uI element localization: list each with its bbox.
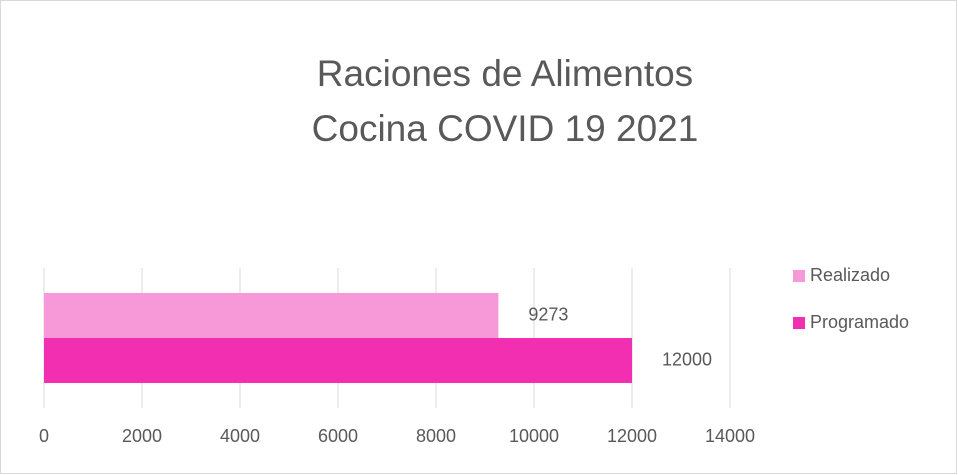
x-tick-label: 6000 <box>318 426 358 446</box>
x-tick-label: 2000 <box>122 426 162 446</box>
legend-swatch <box>793 317 805 329</box>
data-label: 9273 <box>528 304 568 324</box>
x-tick-label: 8000 <box>416 426 456 446</box>
x-tick-label: 10000 <box>509 426 559 446</box>
chart-title: Raciones de Alimentos <box>317 53 693 94</box>
bar <box>44 338 632 383</box>
data-label: 12000 <box>662 349 712 369</box>
x-tick-label: 12000 <box>607 426 657 446</box>
legend-label: Realizado <box>810 265 890 285</box>
x-tick-label: 14000 <box>705 426 755 446</box>
bar <box>44 293 499 338</box>
x-tick-label: 0 <box>39 426 49 446</box>
legend-swatch <box>793 270 805 282</box>
legend-label: Programado <box>810 312 909 332</box>
chart-title: Cocina COVID 19 2021 <box>312 108 699 149</box>
x-tick-label: 4000 <box>220 426 260 446</box>
